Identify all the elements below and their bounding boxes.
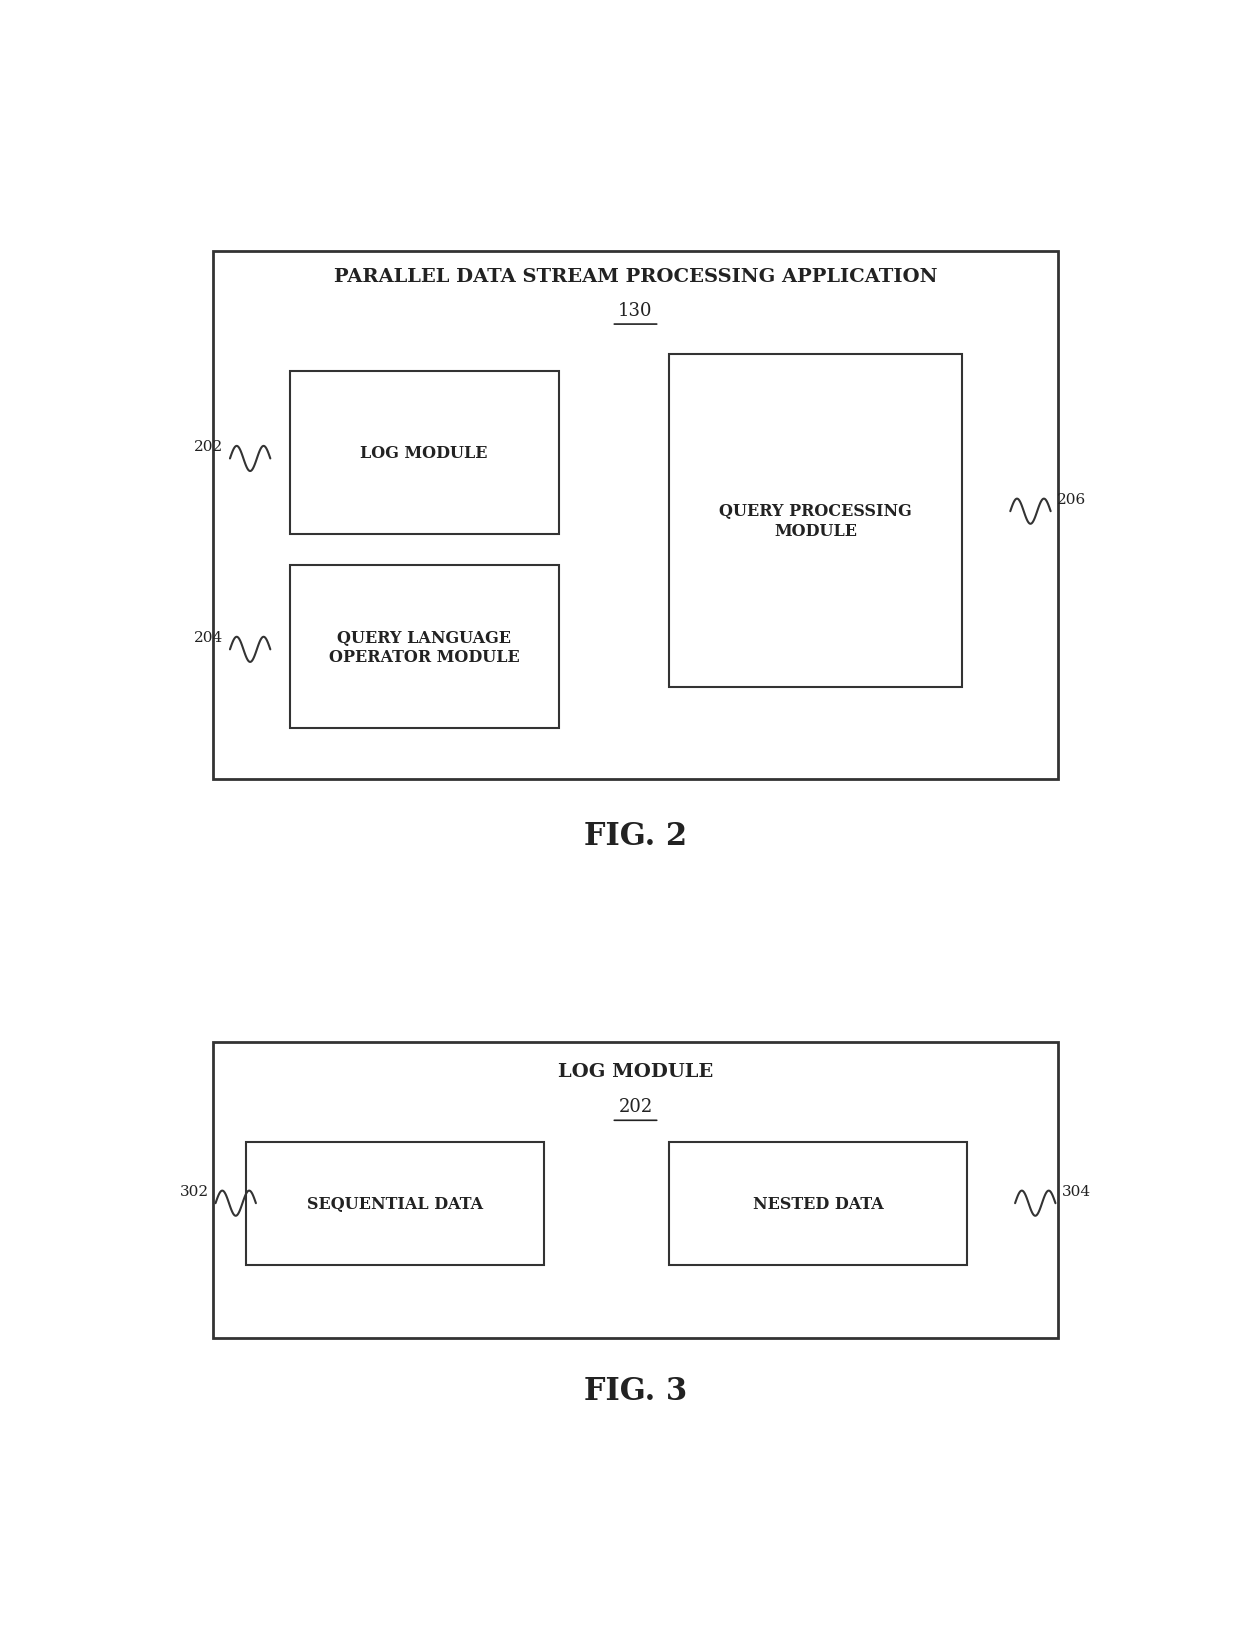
Text: 304: 304 <box>1063 1183 1091 1198</box>
Text: 204: 204 <box>193 631 223 644</box>
FancyBboxPatch shape <box>290 372 559 535</box>
FancyBboxPatch shape <box>213 1043 1058 1338</box>
FancyBboxPatch shape <box>213 253 1058 779</box>
Text: LOG MODULE: LOG MODULE <box>361 445 487 461</box>
Text: NESTED DATA: NESTED DATA <box>753 1195 883 1213</box>
Text: 206: 206 <box>1058 492 1086 507</box>
Text: FIG. 3: FIG. 3 <box>584 1376 687 1407</box>
Text: 130: 130 <box>619 302 652 319</box>
Text: SEQUENTIAL DATA: SEQUENTIAL DATA <box>308 1195 484 1213</box>
Text: 302: 302 <box>180 1183 208 1198</box>
FancyBboxPatch shape <box>247 1143 544 1265</box>
FancyBboxPatch shape <box>670 1143 967 1265</box>
Text: 202: 202 <box>193 440 223 453</box>
Text: LOG MODULE: LOG MODULE <box>558 1063 713 1081</box>
FancyBboxPatch shape <box>290 566 559 729</box>
Text: FIG. 2: FIG. 2 <box>584 820 687 851</box>
Text: QUERY LANGUAGE
OPERATOR MODULE: QUERY LANGUAGE OPERATOR MODULE <box>329 629 520 665</box>
Text: 202: 202 <box>619 1099 652 1117</box>
FancyBboxPatch shape <box>670 355 962 688</box>
Text: PARALLEL DATA STREAM PROCESSING APPLICATION: PARALLEL DATA STREAM PROCESSING APPLICAT… <box>334 269 937 287</box>
Text: QUERY PROCESSING
MODULE: QUERY PROCESSING MODULE <box>719 504 913 540</box>
